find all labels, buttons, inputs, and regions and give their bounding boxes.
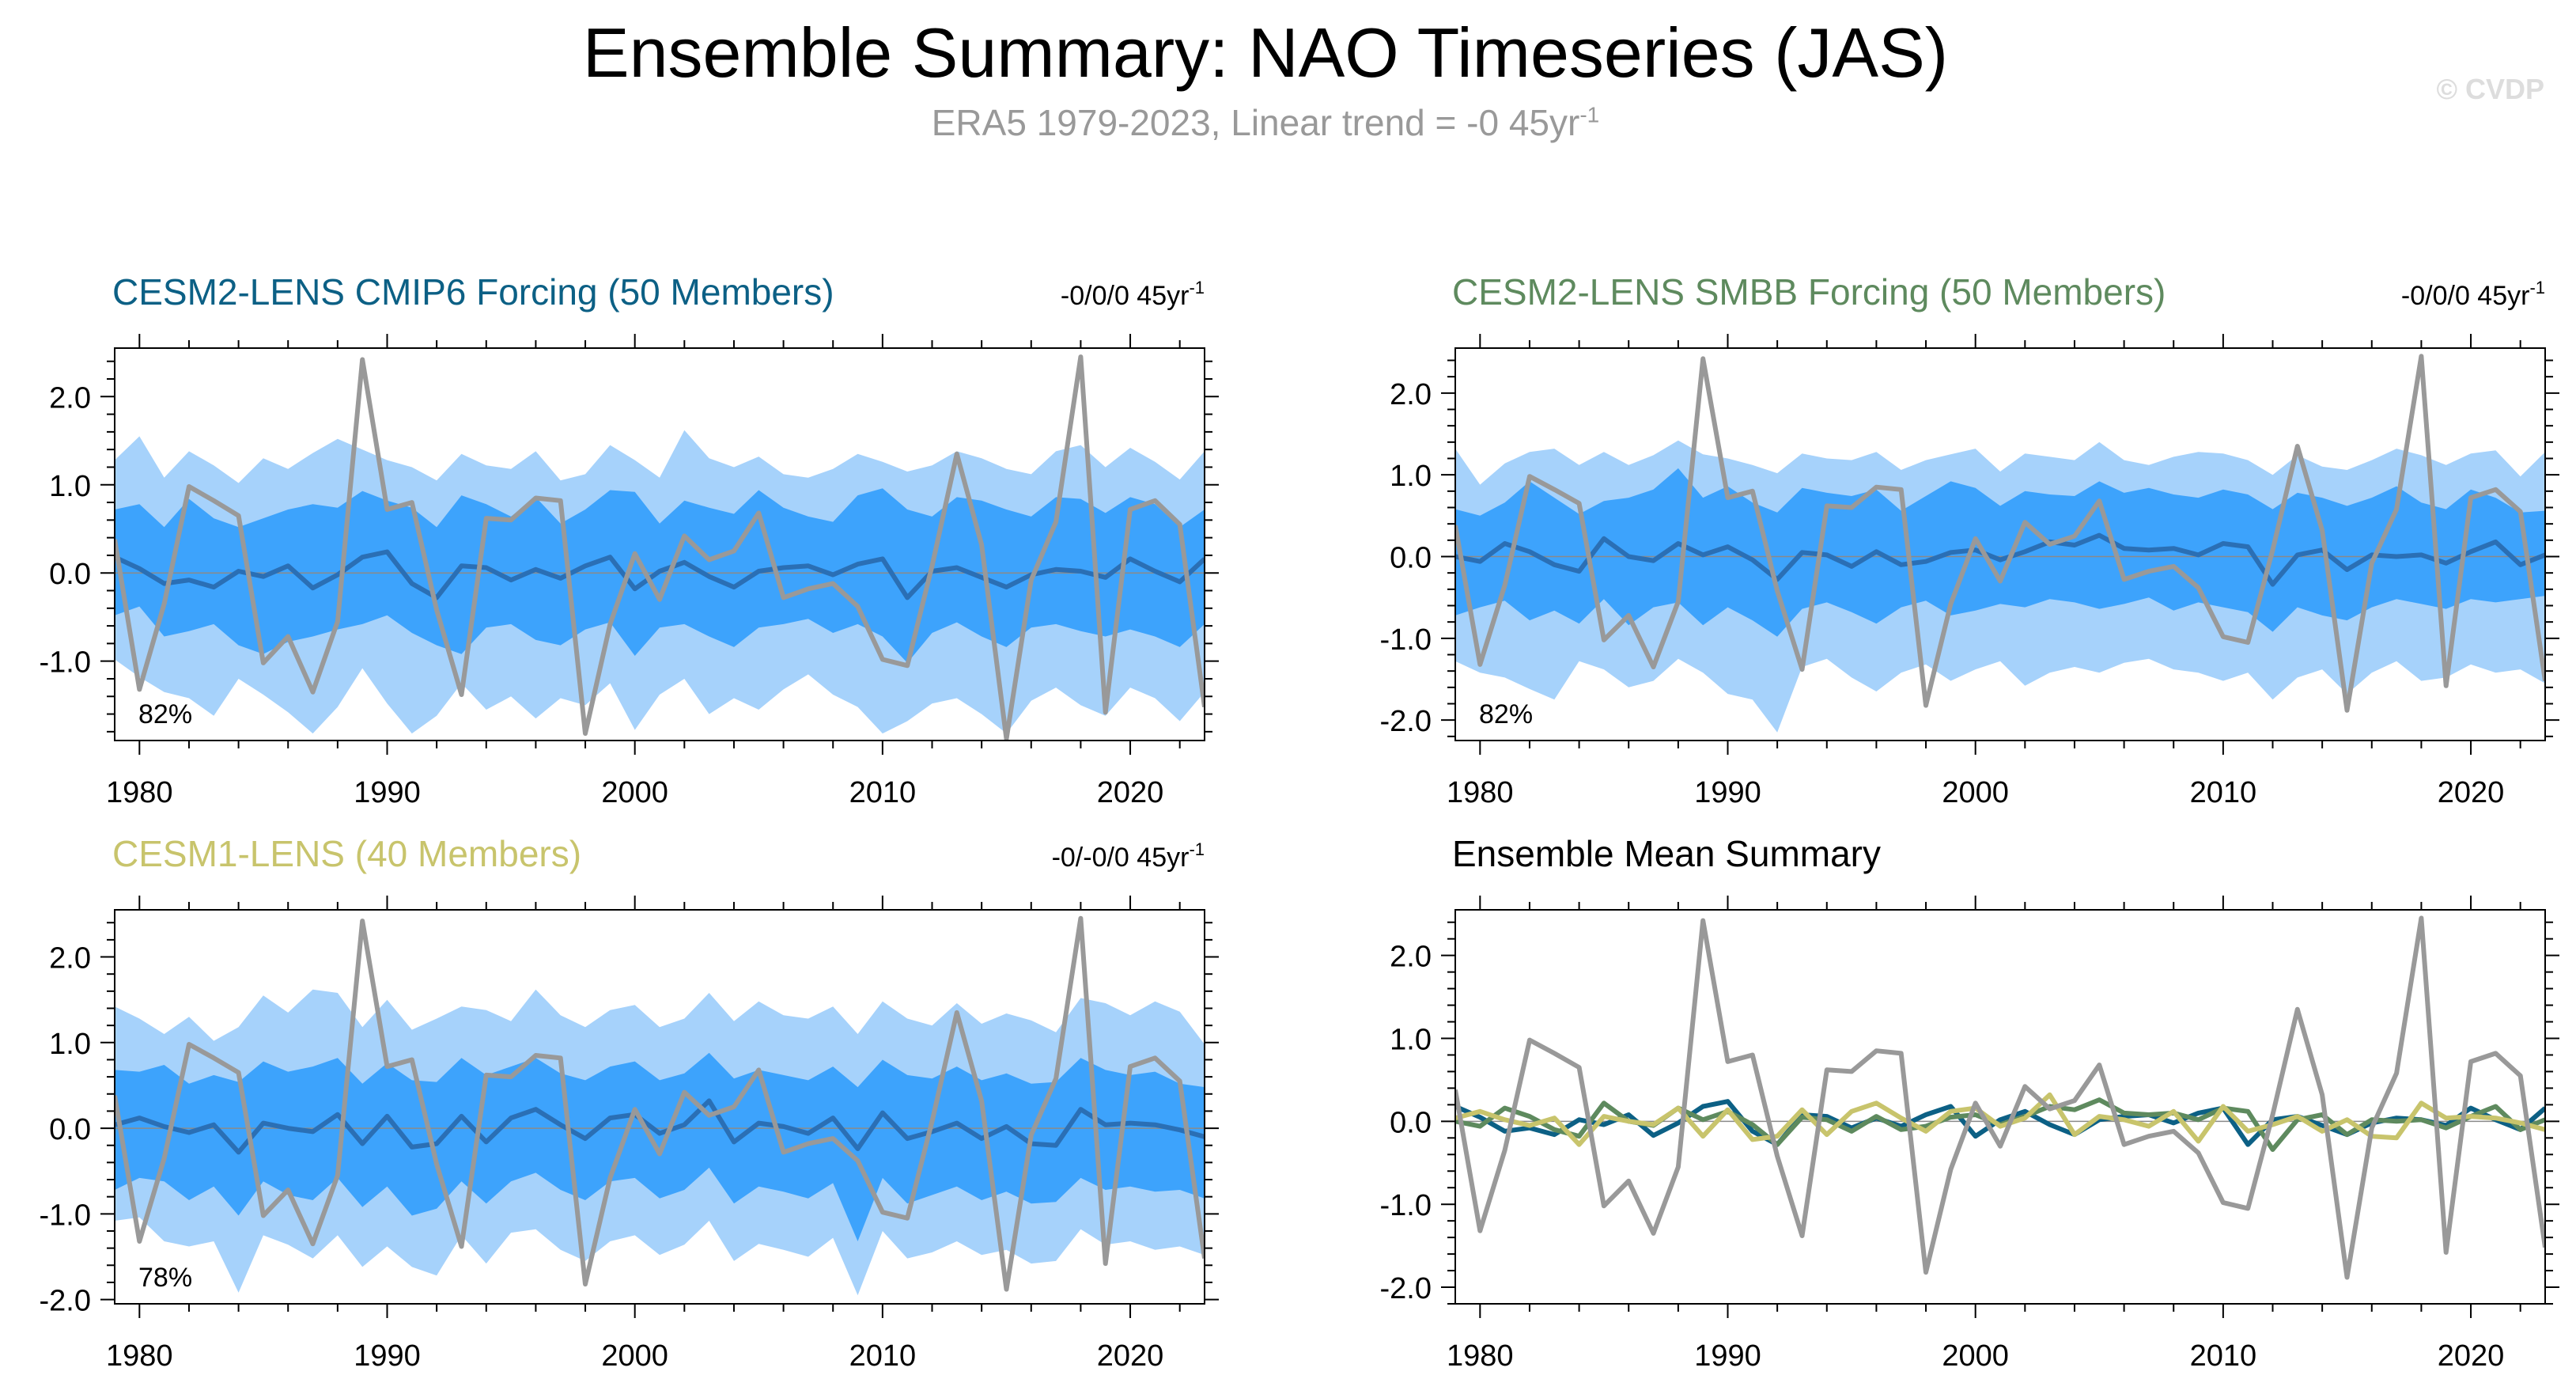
percent-label: 82% bbox=[1479, 699, 1533, 729]
x-tick-label: 2020 bbox=[2438, 776, 2505, 809]
panel-frame bbox=[1454, 347, 2546, 741]
trend-label: -0/0/0 45yr-1 bbox=[1061, 278, 1205, 311]
y-tick-label: 2.0 bbox=[49, 942, 91, 975]
subtitle-text: ERA5 1979-2023, Linear trend = -0 45yr bbox=[931, 102, 1580, 143]
ensemble-mean-line bbox=[115, 1098, 1205, 1155]
ensemble-mean-cesm1-line bbox=[1455, 1092, 2545, 1147]
y-tick-label: -2.0 bbox=[1380, 705, 1432, 738]
x-tick-label: 2020 bbox=[1097, 1339, 1164, 1373]
subtitle-superscript: -1 bbox=[1579, 102, 1600, 127]
panel-summary: 1980 1990 2000 2010 2020 2.0 1.0 0.0 -1.0 -2.0 Ens… bbox=[1380, 833, 2559, 1373]
trend-superscript: -1 bbox=[2529, 278, 2545, 297]
ensemble-range-25-75-band bbox=[115, 1052, 1205, 1241]
y-tick-label: 0.0 bbox=[49, 1113, 91, 1146]
y-tick-label: -1.0 bbox=[40, 1199, 91, 1232]
x-tick-label: 2020 bbox=[2438, 1339, 2505, 1373]
ensemble-range-25-75-band bbox=[115, 488, 1205, 663]
panel-title: CESM2-LENS CMIP6 Forcing (50 Members) bbox=[112, 271, 834, 313]
ensemble-mean-line bbox=[1455, 532, 2545, 587]
x-tick-label: 1990 bbox=[354, 776, 421, 809]
plot-area bbox=[1455, 354, 2545, 733]
y-tick-label: 0.0 bbox=[1390, 542, 1432, 575]
y-tick-label: 1.0 bbox=[49, 470, 91, 503]
y-tick-label: -1.0 bbox=[1380, 623, 1432, 657]
y-tick-label: 2.0 bbox=[1390, 941, 1432, 974]
x-tick-label: 1980 bbox=[106, 1339, 173, 1373]
plot-area bbox=[115, 354, 1205, 741]
x-tick-label: 2010 bbox=[2190, 776, 2257, 809]
x-tick-label: 1980 bbox=[106, 776, 173, 809]
y-tick-label: -2.0 bbox=[1380, 1272, 1432, 1305]
ensemble-mean-line bbox=[115, 549, 1205, 600]
x-tick-label: 2010 bbox=[2190, 1339, 2257, 1373]
plot-area bbox=[1455, 915, 2545, 1280]
page-subtitle: ERA5 1979-2023, Linear trend = -0 45yr-1 bbox=[0, 101, 2531, 144]
panel-frame bbox=[114, 347, 1205, 741]
x-tick-label: 2010 bbox=[849, 776, 917, 809]
cvdp-watermark: © CVDP bbox=[2436, 73, 2544, 105]
observed-era5-line bbox=[115, 915, 1205, 1292]
observed-era5-line bbox=[1455, 915, 2545, 1280]
trend-superscript: -1 bbox=[1189, 839, 1205, 859]
panel-smbb: 1980 1990 2000 2010 2020 2.0 1.0 0.0 -1.0 -2.0 CES… bbox=[1380, 271, 2559, 809]
x-tick-label: 1990 bbox=[1694, 1339, 1761, 1373]
y-tick-label: -2.0 bbox=[40, 1285, 91, 1318]
observed-era5-line bbox=[115, 354, 1205, 741]
x-tick-label: 2010 bbox=[849, 1339, 917, 1373]
x-tick-label: 1990 bbox=[1694, 776, 1761, 809]
page-title: Ensemble Summary: NAO Timeseries (JAS) bbox=[582, 13, 1949, 92]
panel-frame bbox=[114, 909, 1205, 1305]
x-tick-label: 2000 bbox=[601, 776, 668, 809]
panel-title: Ensemble Mean Summary bbox=[1452, 833, 1881, 874]
y-tick-label: 2.0 bbox=[49, 381, 91, 415]
y-tick-label: 1.0 bbox=[1390, 1024, 1432, 1057]
x-tick-label: 2000 bbox=[1942, 776, 2009, 809]
y-tick-label: 2.0 bbox=[1390, 378, 1432, 411]
y-tick-label: 0.0 bbox=[1390, 1106, 1432, 1139]
trend-label: -0/0/0 45yr-1 bbox=[2401, 278, 2545, 311]
ensemble-range-25-75-band bbox=[1455, 468, 2545, 637]
x-tick-label: 2000 bbox=[601, 1339, 668, 1373]
observed-era5-line bbox=[1455, 354, 2545, 713]
panel-title: CESM1-LENS (40 Members) bbox=[112, 833, 581, 874]
x-tick-label: 2000 bbox=[1942, 1339, 2009, 1373]
y-tick-label: -1.0 bbox=[1380, 1189, 1432, 1222]
percent-label: 78% bbox=[138, 1263, 192, 1293]
y-tick-label: 0.0 bbox=[49, 558, 91, 591]
trend-superscript: -1 bbox=[1189, 278, 1205, 297]
x-tick-label: 1980 bbox=[1447, 776, 1514, 809]
panel-frame bbox=[1454, 909, 2546, 1305]
x-tick-label: 1990 bbox=[354, 1339, 421, 1373]
percent-label: 82% bbox=[138, 699, 192, 729]
y-tick-label: 1.0 bbox=[1390, 460, 1432, 493]
panel-cmip6: 1980 1990 2000 2010 2020 2.0 1.0 0.0 -1.0 CESM2-L… bbox=[40, 271, 1219, 809]
trend-label: -0/-0/0 45yr-1 bbox=[1052, 839, 1205, 873]
y-tick-label: -1.0 bbox=[40, 646, 91, 680]
panel-title: CESM2-LENS SMBB Forcing (50 Members) bbox=[1452, 271, 2166, 313]
plot-area bbox=[115, 915, 1205, 1296]
y-tick-label: 1.0 bbox=[49, 1028, 91, 1061]
panel-cesm1: 1980 1990 2000 2010 2020 2.0 1.0 0.0 -1.0 -2.0 CES… bbox=[40, 833, 1219, 1373]
x-tick-label: 1980 bbox=[1447, 1339, 1514, 1373]
x-tick-label: 2020 bbox=[1097, 776, 1164, 809]
